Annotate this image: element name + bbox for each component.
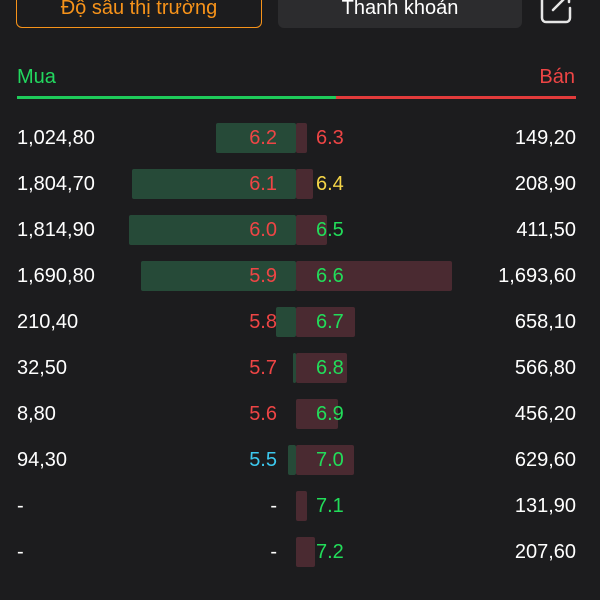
bid-price[interactable]: 5.8 xyxy=(249,310,277,333)
share-icon[interactable] xyxy=(539,0,573,24)
ask-volume-bar xyxy=(296,261,452,291)
tab-liquidity-label: Thanh khoản xyxy=(341,0,459,19)
bid-price[interactable]: 6.0 xyxy=(249,218,277,241)
bid-volume: - xyxy=(17,494,24,517)
ask-volume-bar xyxy=(296,445,354,475)
bid-volume-bar xyxy=(276,307,296,337)
sell-header: Bán xyxy=(539,66,575,88)
bid-price[interactable]: 6.2 xyxy=(249,126,277,149)
order-book-row[interactable]: 1,024,80 6.2 6.3 149,20 xyxy=(0,115,600,161)
order-book-row[interactable]: 1,814,90 6.0 6.5 411,50 xyxy=(0,207,600,253)
bid-price[interactable]: 5.9 xyxy=(249,264,277,287)
ask-volume: 629,60 xyxy=(514,448,576,471)
ask-price[interactable]: 6.5 xyxy=(316,218,344,241)
ask-volume: 207,60 xyxy=(514,540,576,563)
bid-volume: 210,40 xyxy=(17,310,79,333)
tab-liquidity[interactable]: Thanh khoản xyxy=(278,0,522,28)
ask-price[interactable]: 6.4 xyxy=(316,172,344,195)
bid-volume-bar xyxy=(141,261,296,291)
ask-volume: 149,20 xyxy=(514,126,576,149)
bid-volume: 32,50 xyxy=(17,356,68,379)
bid-price[interactable]: 5.6 xyxy=(249,402,277,425)
ask-price[interactable]: 6.8 xyxy=(316,356,344,379)
order-book-row[interactable]: 1,690,80 5.9 6.6 1,693,60 xyxy=(0,253,600,299)
ask-volume-bar xyxy=(296,215,327,245)
bid-price[interactable]: 5.5 xyxy=(249,448,277,471)
ask-price[interactable]: 6.6 xyxy=(316,264,344,287)
bid-price[interactable]: - xyxy=(270,540,277,563)
order-book-row[interactable]: - - 7.1 131,90 xyxy=(0,483,600,529)
bid-volume: 8,80 xyxy=(17,402,56,425)
order-book-row[interactable]: 210,40 5.8 6.7 658,10 xyxy=(0,299,600,345)
tab-market-depth-label: Độ sâu thị trường xyxy=(60,0,218,19)
tab-market-depth[interactable]: Độ sâu thị trường xyxy=(16,0,262,28)
ask-volume-bar xyxy=(296,491,307,521)
ask-volume: 1,693,60 xyxy=(498,264,576,287)
ask-volume: 566,80 xyxy=(514,356,576,379)
order-book-row[interactable]: - - 7.2 207,60 xyxy=(0,529,600,575)
ask-volume: 131,90 xyxy=(514,494,576,517)
bid-volume-bar xyxy=(216,123,296,153)
buy-divider xyxy=(17,96,336,99)
ask-price[interactable]: 6.7 xyxy=(316,310,344,333)
bid-volume-bar xyxy=(293,353,296,383)
sell-divider xyxy=(336,96,576,99)
bid-volume-bar xyxy=(288,445,296,475)
ask-volume-bar xyxy=(296,169,313,199)
ask-volume: 658,10 xyxy=(514,310,576,333)
ask-price[interactable]: 7.2 xyxy=(316,540,344,563)
ask-volume: 208,90 xyxy=(514,172,576,195)
ask-volume-bar xyxy=(296,123,307,153)
bid-volume: - xyxy=(17,540,24,563)
bid-price[interactable]: 5.7 xyxy=(249,356,277,379)
ask-volume-bar xyxy=(296,307,355,337)
buy-header: Mua xyxy=(17,66,56,88)
bid-volume: 94,30 xyxy=(17,448,68,471)
bid-volume-bar xyxy=(132,169,296,199)
ask-volume: 456,20 xyxy=(514,402,576,425)
bid-price[interactable]: - xyxy=(270,494,277,517)
ask-volume-bar xyxy=(296,537,315,567)
order-book-row[interactable]: 8,80 5.6 6.9 456,20 xyxy=(0,391,600,437)
order-book-row[interactable]: 1,804,70 6.1 6.4 208,90 xyxy=(0,161,600,207)
ask-volume-bar xyxy=(296,353,347,383)
bid-volume: 1,690,80 xyxy=(17,264,95,287)
ask-volume: 411,50 xyxy=(516,218,576,241)
ask-price[interactable]: 7.0 xyxy=(316,448,344,471)
bid-price[interactable]: 6.1 xyxy=(249,172,277,195)
bid-volume: 1,814,90 xyxy=(17,218,95,241)
ask-volume-bar xyxy=(296,399,338,429)
ask-price[interactable]: 6.9 xyxy=(316,402,344,425)
bid-volume-bar xyxy=(129,215,296,245)
bid-volume: 1,804,70 xyxy=(17,172,95,195)
bid-volume: 1,024,80 xyxy=(17,126,95,149)
order-book-row[interactable]: 32,50 5.7 6.8 566,80 xyxy=(0,345,600,391)
ask-price[interactable]: 6.3 xyxy=(316,126,344,149)
ask-price[interactable]: 7.1 xyxy=(316,494,344,517)
order-book-row[interactable]: 94,30 5.5 7.0 629,60 xyxy=(0,437,600,483)
